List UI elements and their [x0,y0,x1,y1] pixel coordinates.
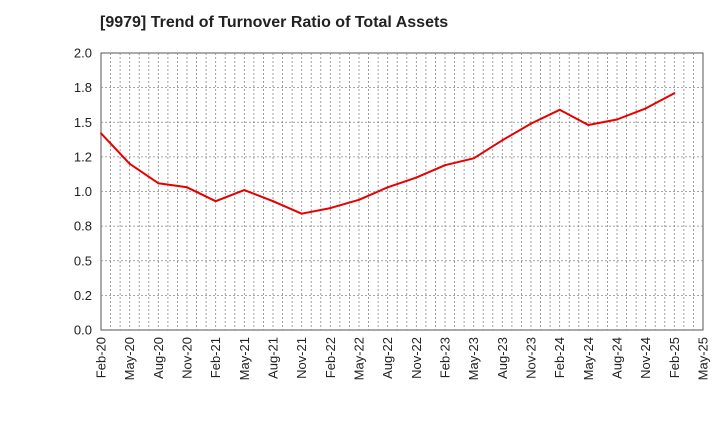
data-point [501,139,504,142]
data-point [186,186,188,189]
y-tick-label: 1.8 [74,80,92,95]
x-tick-label: Feb-22 [323,337,338,378]
x-tick-label: Nov-21 [294,337,309,379]
data-point [644,107,647,110]
x-tick-label: May-25 [696,337,711,380]
x-tick-label: Feb-20 [94,337,109,378]
data-point [128,162,131,165]
x-tick-label: Feb-23 [438,337,453,378]
x-tick-label: Feb-25 [667,337,682,378]
x-tick-label: May-21 [237,337,252,380]
x-tick-label: May-24 [581,337,596,380]
x-tick-label: May-20 [122,337,137,380]
x-tick-label: Aug-24 [610,337,625,379]
data-point [243,189,246,192]
data-point [444,164,446,167]
x-tick-label: Nov-23 [524,337,539,379]
data-point [214,200,217,203]
y-tick-label: 1.5 [74,115,92,130]
y-axis: 0.0 0.2 0.5 0.8 1.0 1.2 1.5 1.8 2.0 [74,46,92,338]
x-tick-label: Feb-21 [208,337,223,378]
series-layer [100,92,676,215]
x-tick-label: Aug-21 [266,337,281,379]
data-point [472,157,475,160]
x-tick-label: Aug-23 [495,337,510,379]
y-tick-label: 0.5 [74,253,92,268]
y-tick-label: 0.0 [74,323,92,338]
data-point [558,108,561,111]
data-point [157,182,160,185]
data-point [673,92,676,95]
y-tick-label: 0.2 [74,288,92,303]
data-point [300,212,303,215]
x-tick-label: May-22 [352,337,367,380]
x-tick-label: May-23 [466,337,481,380]
data-point [358,198,360,201]
x-tick-label: Aug-20 [151,337,166,379]
x-tick-label: Nov-24 [638,337,653,379]
x-tick-label: Nov-20 [180,337,195,379]
x-tick-label: Feb-24 [552,337,567,378]
data-point [530,122,532,125]
y-tick-label: 0.8 [74,219,92,234]
x-tick-label: Nov-22 [409,337,424,379]
data-point [616,118,618,121]
x-axis: Feb-20 May-20 Aug-20 Nov-20 Feb-21 May-21 Aug-… [94,337,711,380]
data-point [272,200,274,203]
y-tick-label: 1.0 [74,184,92,199]
data-point [329,207,332,210]
y-tick-label: 1.2 [74,149,92,164]
chart-title: [9979] Trend of Turnover Ratio of Total … [100,14,449,31]
data-point [415,176,418,179]
y-tick-label: 2.0 [74,46,92,61]
x-tick-label: Aug-22 [380,337,395,379]
data-point [100,132,102,135]
data-point [386,186,389,189]
data-point [587,124,590,127]
